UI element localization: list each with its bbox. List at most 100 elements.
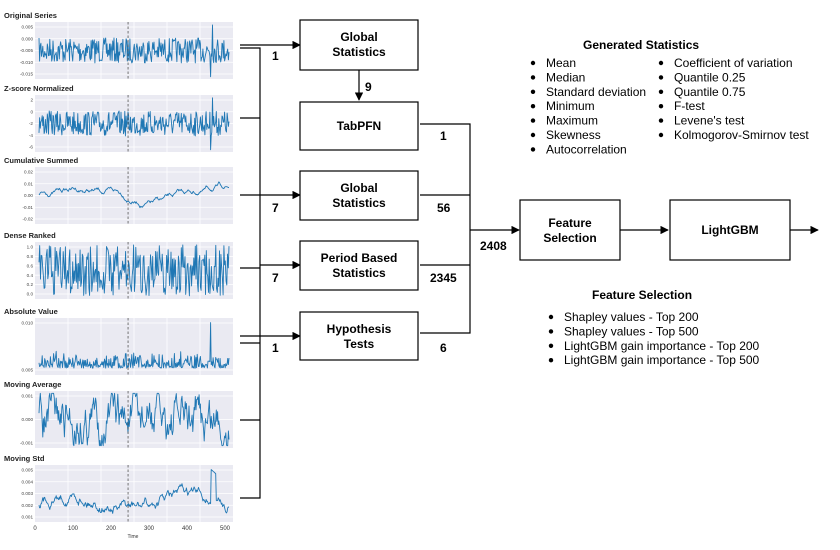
box-label: Statistics (332, 266, 386, 280)
y-tick: 0.010 (22, 321, 34, 326)
list-item: F-test (674, 99, 705, 113)
series-panel: Cumulative Summed 0.02 0.01 0.00 -0.01 -0.02 (4, 156, 233, 224)
y-tick: 0.001 (22, 515, 34, 520)
y-tick: 1.0 (27, 245, 34, 250)
box-label: TabPFN (337, 119, 381, 133)
list-item: Kolmogorov-Smirnov test (674, 128, 809, 142)
list-item: Coefficient of variation (674, 56, 793, 70)
box-label: Tests (344, 337, 375, 351)
box-label: LightGBM (701, 223, 758, 237)
bullet-dot (658, 89, 664, 95)
list-item: LightGBM gain importance - Top 200 (564, 339, 760, 353)
y-tick: 0.00 (24, 193, 33, 198)
list-item: Mean (546, 56, 576, 70)
generated-statistics-list: Generated Statistics MeanMedianStandard … (530, 38, 809, 156)
series-line (38, 244, 230, 297)
bullet-dot (530, 75, 536, 80)
series-panel: Z-score Normalized 2 0 -2 -4 -6 (4, 84, 233, 152)
list-item: Maximum (546, 114, 598, 128)
series-panel: Absolute Value 0.010 0.005 (4, 307, 233, 375)
series-panel: Original Series 0.005 0.000 -0.005 -0.010 -0.… (4, 11, 233, 79)
bullet-dot (658, 104, 664, 109)
count-label: 6 (440, 341, 447, 355)
bullet-dot (530, 104, 536, 109)
box-label: Global (340, 30, 377, 44)
panel-title: Z-score Normalized (4, 84, 74, 93)
series-panel: Moving Average 0.001 0.000 -0.001 (4, 380, 233, 448)
panel-title: Moving Std (4, 454, 45, 463)
y-tick: 0.002 (22, 503, 34, 508)
list-item: Minimum (546, 99, 595, 113)
bullet-dot (530, 118, 536, 123)
series-line (38, 392, 230, 447)
box-label: Statistics (332, 196, 386, 210)
y-tick: 0.000 (22, 417, 34, 422)
x-axis: 0 100 200 300 400 500 Time (33, 526, 230, 540)
series-line (38, 469, 229, 514)
list-item: Median (546, 70, 585, 84)
feature-counts: 1 9 1 7 56 7 2345 1 6 2408 (272, 49, 507, 355)
box-label: Feature (548, 216, 592, 230)
x-tick: 100 (68, 526, 79, 532)
panel-title: Cumulative Summed (4, 156, 79, 165)
bullet-dot (530, 147, 536, 152)
count-label: 9 (365, 80, 372, 94)
y-tick: 0.005 (22, 468, 34, 473)
count-label: 1 (272, 341, 279, 355)
list-item: Skewness (546, 128, 601, 142)
count-total: 2408 (480, 239, 507, 253)
y-tick: 0.4 (27, 273, 34, 278)
y-tick: 0.005 (22, 368, 34, 373)
feature-selection-title: Feature Selection (592, 288, 692, 302)
bullet-dot (530, 60, 536, 66)
bullet-dot (658, 75, 664, 80)
list-item: Shapley values - Top 200 (564, 310, 699, 324)
list-item: Quantile 0.75 (674, 85, 746, 99)
bus-bracket (240, 47, 261, 499)
list-item: Levene's test (674, 114, 745, 128)
period-statistics-box: Period Based Statistics (299, 240, 419, 291)
panel-title: Dense Ranked (4, 231, 56, 240)
hypothesis-tests-box: Hypothesis Tests (299, 311, 419, 361)
y-tick: 0.2 (27, 282, 34, 287)
y-tick: -4 (29, 133, 34, 138)
series-panel: Moving Std 0.005 0.004 0.003 0.002 0.001 (4, 454, 233, 522)
series-line (38, 24, 230, 78)
y-tick: -2 (29, 121, 34, 126)
y-tick: -0.001 (20, 441, 33, 446)
list-item: LightGBM gain importance - Top 500 (564, 353, 760, 367)
box-label: Hypothesis (327, 322, 392, 336)
y-tick: 0.0 (27, 292, 34, 297)
box-label: Statistics (332, 45, 386, 59)
global-statistics-top-box: Global Statistics (299, 19, 419, 71)
feature-selection-box: Feature Selection (519, 199, 621, 261)
bullet-dot (548, 314, 554, 320)
y-tick: -0.010 (20, 60, 33, 65)
y-tick: 0.004 (22, 479, 34, 484)
box-label: Global (340, 181, 377, 195)
count-label: 1 (272, 49, 279, 63)
y-tick: -0.015 (20, 72, 33, 77)
panel-title: Absolute Value (4, 307, 58, 316)
y-tick: -6 (29, 145, 34, 150)
list-item: Shapley values - Top 500 (564, 324, 699, 338)
bullet-dot (548, 329, 554, 334)
y-tick: 0.001 (22, 394, 34, 399)
panel-title: Moving Average (4, 380, 61, 389)
series-line (38, 97, 230, 151)
global-statistics-mid-box: Global Statistics (299, 170, 419, 221)
y-tick: -0.02 (23, 217, 34, 222)
x-tick: 200 (106, 526, 117, 532)
y-tick: 0.6 (27, 263, 34, 268)
series-line (38, 181, 229, 209)
x-tick: 400 (182, 526, 193, 532)
bullet-dot (530, 132, 536, 138)
count-label: 1 (440, 129, 447, 143)
generated-statistics-title: Generated Statistics (583, 38, 699, 52)
tabpfn-box: TabPFN (299, 101, 419, 151)
count-label: 7 (272, 271, 279, 285)
y-tick: 2 (30, 98, 33, 103)
panel-title: Original Series (4, 11, 57, 20)
series-line (38, 322, 230, 369)
